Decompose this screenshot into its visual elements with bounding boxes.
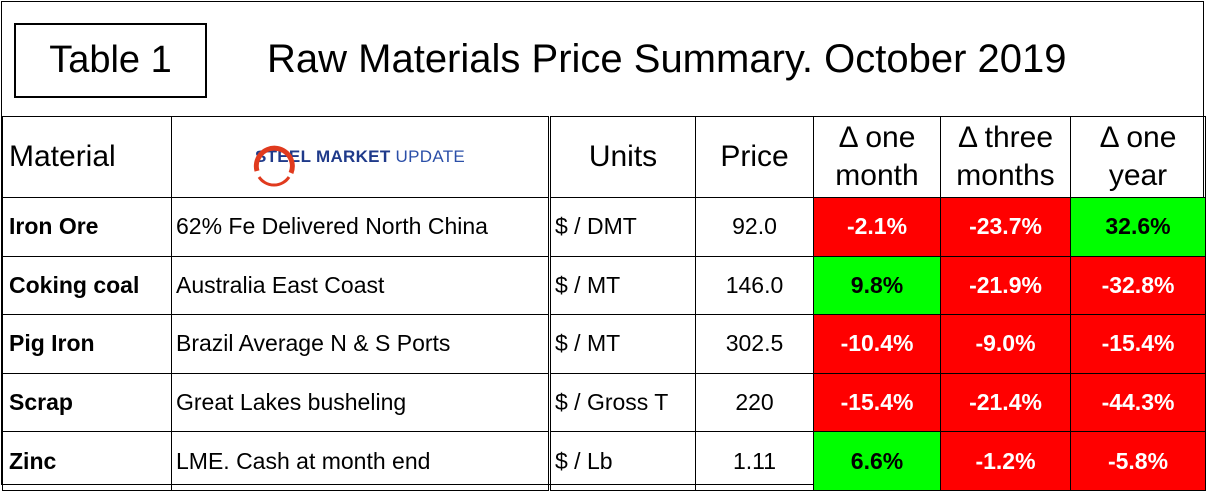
logo-text: STEEL MARKET UPDATE bbox=[255, 138, 465, 176]
change-one-month: 9.8% bbox=[813, 255, 941, 316]
material-description: Australia East Coast bbox=[171, 255, 550, 316]
change-three-months: -1.2% bbox=[940, 431, 1071, 491]
material-description: Brazil Average N & S Ports bbox=[171, 314, 550, 374]
header-material: Material bbox=[2, 116, 172, 198]
page-title: Raw Materials Price Summary. October 201… bbox=[267, 37, 1067, 81]
price-table: Material STEEL MARKET UPDATE bbox=[2, 116, 1206, 491]
change-one-month: -10.4% bbox=[813, 314, 941, 374]
header-price: Price bbox=[695, 116, 814, 198]
logo-part1: STEEL bbox=[254, 147, 311, 166]
price-cell: 146.0 bbox=[695, 255, 814, 316]
logo-cell: STEEL MARKET UPDATE bbox=[171, 116, 550, 198]
change-one-year: -44.3% bbox=[1070, 372, 1206, 433]
header-one-month: Δ one month bbox=[813, 116, 941, 198]
change-three-months: -21.4% bbox=[940, 372, 1071, 433]
change-one-month: -15.4% bbox=[813, 372, 941, 433]
header-units: Units bbox=[548, 116, 696, 198]
change-one-month: 6.6% bbox=[813, 431, 941, 491]
material-description: 62% Fe Delivered North China bbox=[171, 197, 550, 257]
material-name: Iron Ore bbox=[2, 197, 172, 257]
change-one-month: -2.1% bbox=[813, 197, 941, 257]
change-one-year: -15.4% bbox=[1070, 314, 1206, 374]
header-one-year-line1: Δ one bbox=[1099, 121, 1177, 154]
price-cell: 1.11 bbox=[695, 431, 814, 491]
header-one-month-line1: Δ one bbox=[838, 121, 916, 154]
material-name: Coking coal bbox=[2, 255, 172, 316]
change-three-months: -9.0% bbox=[940, 314, 1071, 374]
table-row: Iron Ore 62% Fe Delivered North China $ … bbox=[2, 197, 1206, 257]
logo-part3: UPDATE bbox=[395, 147, 466, 166]
price-cell: 302.5 bbox=[695, 314, 814, 374]
header-three-months: Δ three months bbox=[940, 116, 1071, 198]
price-cell: 220 bbox=[695, 372, 814, 433]
title-area: Table 1 Raw Materials Price Summary. Oct… bbox=[2, 2, 1205, 116]
units-cell: $ / Lb bbox=[548, 431, 696, 491]
units-cell: $ / Gross T bbox=[548, 372, 696, 433]
header-three-months-line1: Δ three bbox=[957, 121, 1054, 154]
change-three-months: -21.9% bbox=[940, 255, 1071, 316]
change-one-year: 32.6% bbox=[1070, 197, 1206, 257]
header-three-months-line2: months bbox=[956, 159, 1055, 192]
table-badge: Table 1 bbox=[14, 23, 207, 98]
material-description: LME. Cash at month end bbox=[171, 431, 550, 491]
units-cell: $ / DMT bbox=[548, 197, 696, 257]
units-cell: $ / MT bbox=[548, 314, 696, 374]
units-cell: $ / MT bbox=[548, 255, 696, 316]
table-row: Coking coal Australia East Coast $ / MT … bbox=[2, 255, 1206, 316]
change-one-year: -5.8% bbox=[1070, 431, 1206, 491]
steel-market-update-logo: STEEL MARKET UPDATE bbox=[173, 118, 549, 197]
table-row: Pig Iron Brazil Average N & S Ports $ / … bbox=[2, 314, 1206, 374]
table-row: Zinc LME. Cash at month end $ / Lb 1.11 … bbox=[2, 431, 1206, 491]
table-body: Iron Ore 62% Fe Delivered North China $ … bbox=[2, 197, 1206, 491]
table-row: Scrap Great Lakes busheling $ / Gross T … bbox=[2, 372, 1206, 433]
material-name: Pig Iron bbox=[2, 314, 172, 374]
header-one-month-line2: month bbox=[835, 159, 919, 192]
change-three-months: -23.7% bbox=[940, 197, 1071, 257]
material-name: Scrap bbox=[2, 372, 172, 433]
material-name: Zinc bbox=[2, 431, 172, 491]
header-one-year: Δ one year bbox=[1070, 116, 1206, 198]
material-description: Great Lakes busheling bbox=[171, 372, 550, 433]
change-one-year: -32.8% bbox=[1070, 255, 1206, 316]
logo-part2: MARKET bbox=[315, 147, 391, 166]
header-one-year-line2: year bbox=[1108, 159, 1168, 192]
header-row: Material STEEL MARKET UPDATE bbox=[2, 116, 1206, 198]
price-cell: 92.0 bbox=[695, 197, 814, 257]
